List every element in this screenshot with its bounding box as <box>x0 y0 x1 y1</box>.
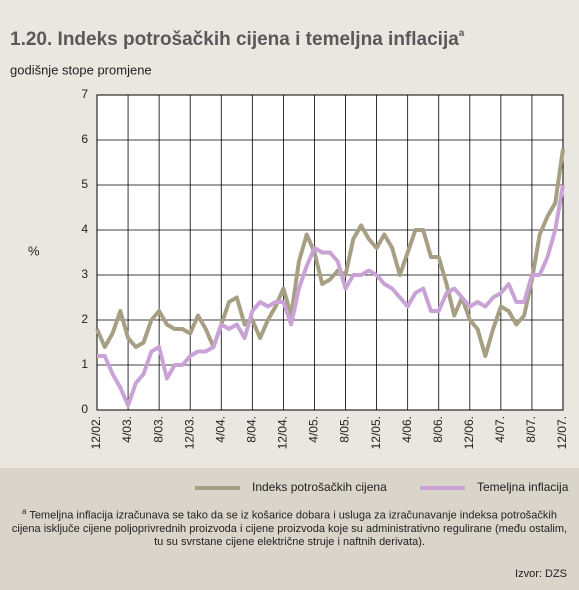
x-tick-label: 12/05. <box>369 416 383 449</box>
y-tick-label: 5 <box>81 177 88 191</box>
y-tick-label: 2 <box>81 312 88 326</box>
y-tick-label: 4 <box>81 222 88 236</box>
chart: 1.20. Indeks potrošačkih cijena i temelj… <box>10 28 569 495</box>
footnote-marker: a <box>22 507 27 516</box>
x-tick-label: 4/04. <box>213 416 227 443</box>
series-line <box>97 184 565 408</box>
subtitle: godišnje stope promjene <box>10 62 152 77</box>
y-tick-label: 0 <box>81 402 88 416</box>
x-tick-label: 4/05. <box>307 416 321 443</box>
source: Izvor: DZS <box>515 568 567 580</box>
y-tick-label: 3 <box>81 267 88 281</box>
plot-border <box>96 94 564 411</box>
x-tick-label: 8/06. <box>431 416 445 443</box>
x-tick-label: 12/03. <box>182 416 196 449</box>
x-tick-label: 12/02. <box>89 416 103 449</box>
title-marker: a <box>459 28 465 39</box>
x-tick-label: 8/05. <box>338 416 352 443</box>
legend-label: Indeks potrošačkih cijena <box>252 480 387 494</box>
legend-label: Temeljna inflacija <box>477 480 569 494</box>
x-tick-label: 4/03. <box>120 416 134 443</box>
x-tick-label: 4/07. <box>493 416 507 443</box>
y-tick-label: 6 <box>81 132 88 146</box>
y-tick-label: 7 <box>81 87 88 101</box>
y-tick-label: 1 <box>81 357 88 371</box>
series-line <box>95 148 565 358</box>
y-axis-label: % <box>28 243 40 258</box>
x-tick-label: 12/06. <box>462 416 476 449</box>
legend-band <box>0 468 579 590</box>
x-tick-label: 8/03. <box>151 416 165 443</box>
footnote: a Temeljna inflacija izračunava se tako … <box>10 505 569 549</box>
chart-title: 1.20. Indeks potrošačkih cijena i temelj… <box>10 28 465 50</box>
x-tick-label: 12/07. <box>555 416 569 449</box>
x-tick-label: 8/04. <box>245 416 259 443</box>
x-tick-label: 8/07. <box>524 416 538 443</box>
x-tick-label: 12/04. <box>276 416 290 449</box>
footnote-text: Temeljna inflacija izračunava se tako da… <box>11 509 568 548</box>
x-tick-label: 4/06. <box>400 416 414 443</box>
title-text: 1.20. Indeks potrošačkih cijena i temelj… <box>10 29 459 50</box>
